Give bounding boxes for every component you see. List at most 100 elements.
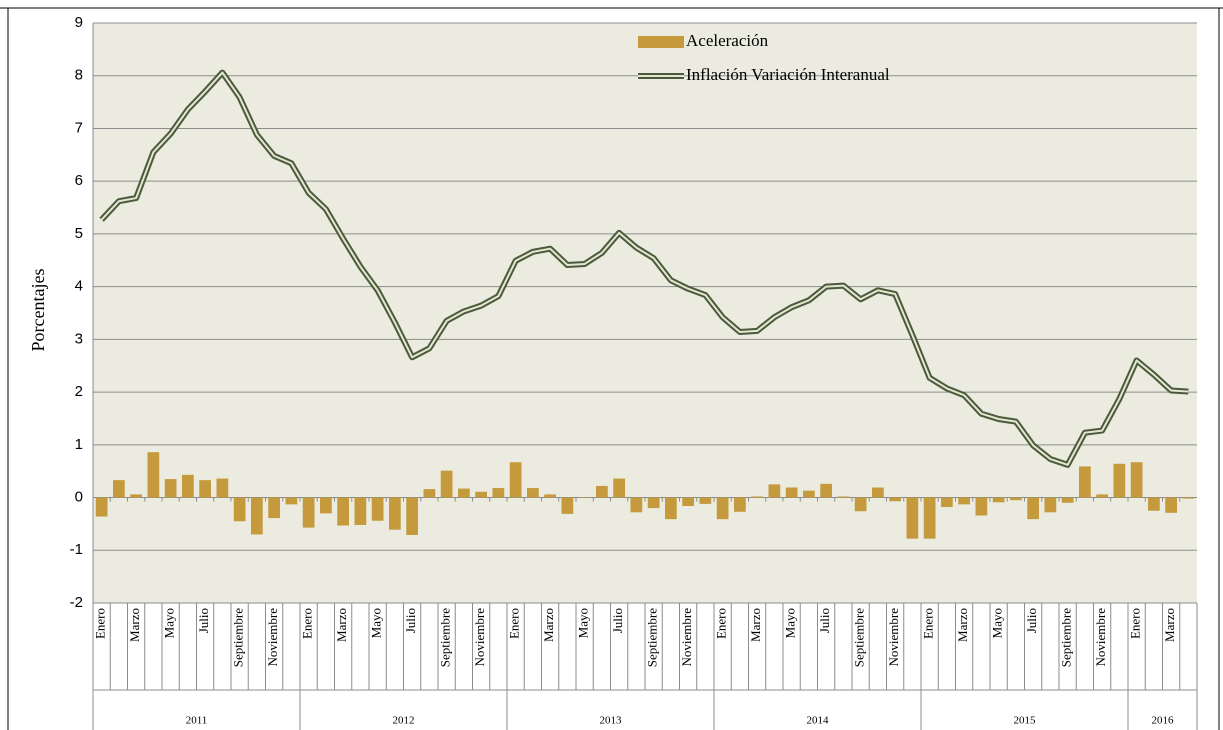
bar xyxy=(889,497,901,502)
bar xyxy=(113,480,125,498)
x-tick-label: Mayo xyxy=(162,608,177,638)
x-tick-label: Noviembre xyxy=(1093,608,1108,667)
x-tick-label: Marzo xyxy=(127,608,142,642)
bar xyxy=(561,497,574,514)
x-tick-label: Julio xyxy=(196,608,211,633)
year-label: 2015 xyxy=(1014,715,1037,727)
x-tick-label: Noviembre xyxy=(886,608,901,667)
bar xyxy=(268,497,280,519)
bar xyxy=(147,452,160,498)
bar xyxy=(923,497,936,539)
year-label: 2011 xyxy=(186,715,208,727)
bar xyxy=(1096,494,1108,498)
bar xyxy=(130,494,142,498)
x-tick-label: Enero xyxy=(507,608,522,639)
bar xyxy=(958,497,970,505)
bar xyxy=(734,497,746,512)
x-tick-label: Noviembre xyxy=(472,608,487,667)
bar xyxy=(302,497,315,528)
bar xyxy=(803,490,815,498)
bar xyxy=(337,497,349,526)
y-tick-label: 9 xyxy=(75,14,83,31)
bar xyxy=(1148,497,1160,511)
y-tick-label: 0 xyxy=(75,489,83,506)
bar xyxy=(785,487,798,498)
bar xyxy=(492,488,505,498)
bar xyxy=(665,497,677,520)
bar xyxy=(423,489,436,498)
bar xyxy=(820,483,832,498)
x-tick-label: Julio xyxy=(610,608,625,633)
bar xyxy=(992,497,1005,503)
x-tick-label: Septiembre xyxy=(852,608,867,667)
x-tick-label: Noviembre xyxy=(679,608,694,667)
bar xyxy=(872,487,884,498)
bar xyxy=(682,497,694,506)
x-tick-label: Enero xyxy=(1128,608,1143,639)
bar xyxy=(371,497,384,521)
legend-swatch xyxy=(638,36,684,48)
x-tick-label: Marzo xyxy=(748,608,763,642)
bar xyxy=(389,497,401,530)
x-tick-label: Septiembre xyxy=(231,608,246,667)
bar xyxy=(475,491,487,498)
bar xyxy=(1010,497,1022,501)
y-tick-label: 5 xyxy=(75,225,83,242)
bar xyxy=(1165,497,1177,513)
bar xyxy=(251,497,263,535)
legend-label: Inflación Variación Interanual xyxy=(686,65,890,84)
y-tick-label: 2 xyxy=(75,383,83,400)
bar xyxy=(182,474,194,498)
bar xyxy=(837,496,850,498)
bar xyxy=(941,497,953,508)
legend-label: Aceleración xyxy=(686,31,769,50)
bar xyxy=(509,462,522,498)
x-tick-label: Marzo xyxy=(1162,608,1177,642)
y-tick-label: 4 xyxy=(75,278,83,295)
x-tick-label: Enero xyxy=(93,608,108,639)
x-tick-label: Marzo xyxy=(541,608,556,642)
bar xyxy=(768,484,781,498)
y-tick-label: 3 xyxy=(75,330,83,347)
x-tick-label: Julio xyxy=(403,608,418,633)
bar xyxy=(544,494,556,498)
bar xyxy=(1027,497,1039,520)
x-tick-label: Enero xyxy=(921,608,936,639)
bar xyxy=(751,496,763,498)
x-tick-label: Julio xyxy=(1024,608,1039,633)
x-tick-label: Mayo xyxy=(576,608,591,638)
year-label: 2014 xyxy=(807,715,830,727)
x-tick-label: Marzo xyxy=(334,608,349,642)
bar xyxy=(596,485,608,498)
bar xyxy=(440,470,453,498)
y-tick-label: 1 xyxy=(75,436,83,453)
x-tick-label: Marzo xyxy=(955,608,970,642)
bar xyxy=(458,488,470,498)
bar xyxy=(854,497,867,512)
bar xyxy=(1130,462,1143,498)
y-tick-label: 8 xyxy=(75,67,83,84)
bar xyxy=(578,497,591,498)
x-tick-label: Noviembre xyxy=(265,608,280,667)
bar xyxy=(199,480,211,498)
bar xyxy=(320,497,332,514)
bar xyxy=(716,497,729,520)
bar xyxy=(699,497,712,504)
year-label: 2016 xyxy=(1152,715,1175,727)
x-tick-label: Enero xyxy=(300,608,315,639)
line-inner xyxy=(100,71,1189,466)
bar xyxy=(647,497,660,509)
bar xyxy=(1044,497,1057,513)
bar xyxy=(906,497,919,539)
bar xyxy=(406,497,418,535)
bar xyxy=(95,497,108,517)
x-tick-label: Septiembre xyxy=(438,608,453,667)
bar xyxy=(285,497,298,505)
y-tick-label: -1 xyxy=(70,541,83,558)
x-tick-label: Septiembre xyxy=(645,608,660,667)
y-tick-label: -2 xyxy=(70,594,83,611)
x-tick-label: Septiembre xyxy=(1059,608,1074,667)
bar xyxy=(1061,497,1074,503)
bar xyxy=(164,479,177,498)
